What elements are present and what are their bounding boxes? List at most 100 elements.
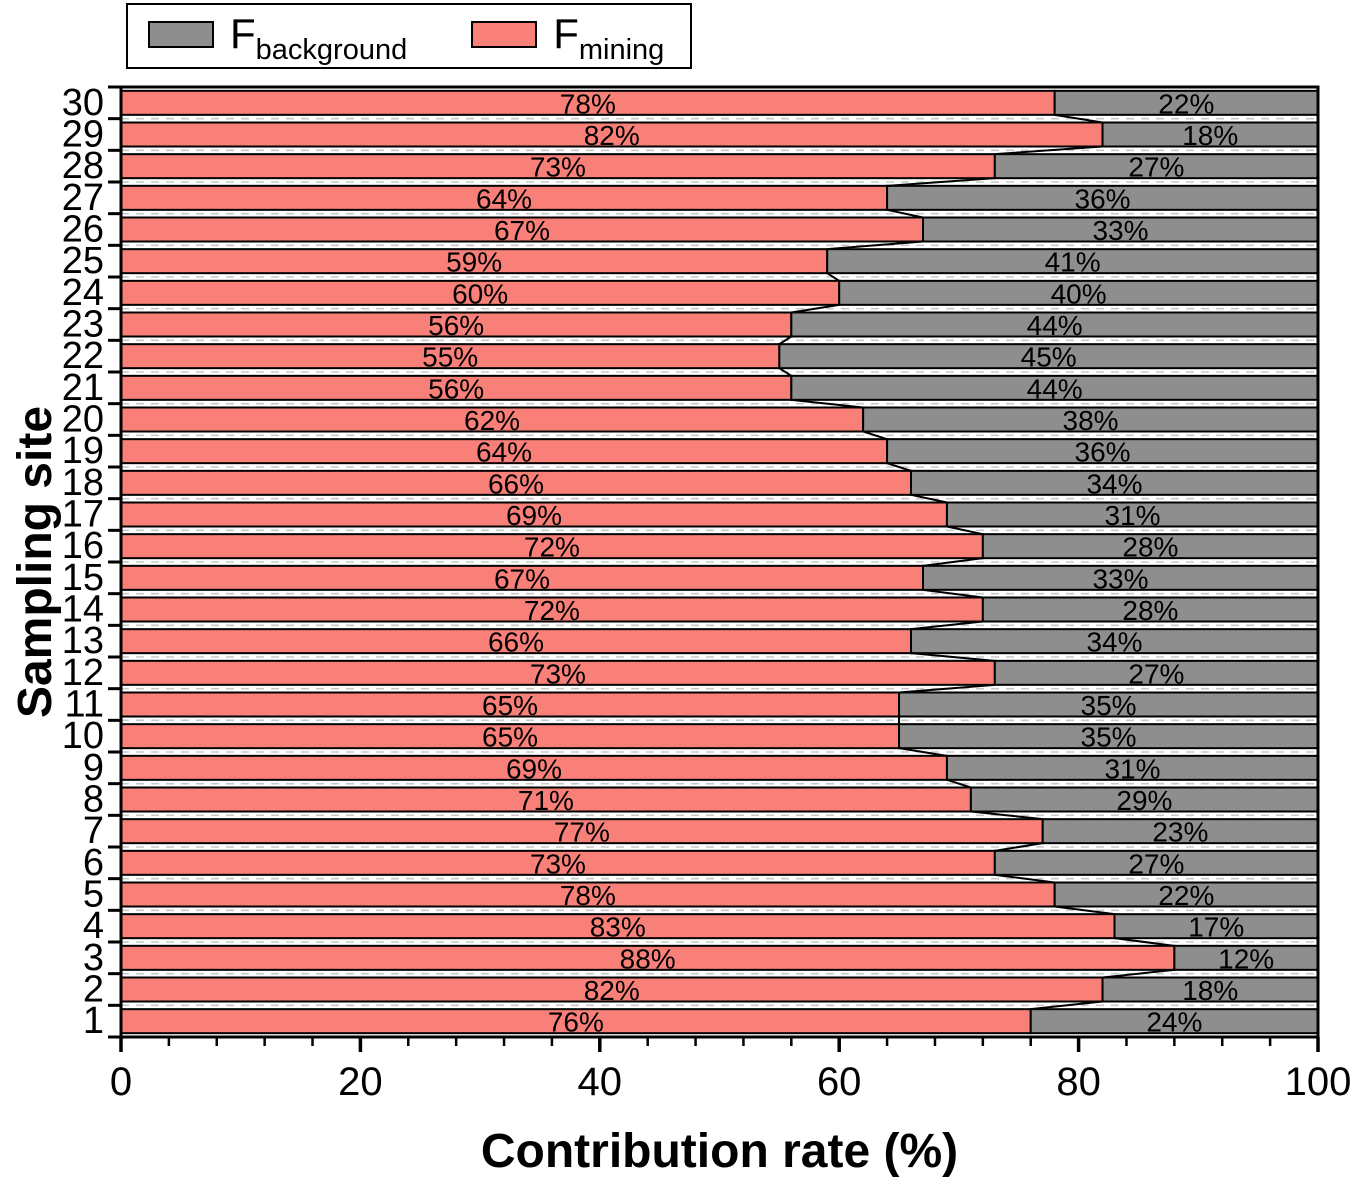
- value-label-background-site-5: 22%: [1158, 880, 1214, 911]
- bar-background-site-24: [838, 279, 1319, 306]
- value-label-background-site-25: 41%: [1045, 247, 1101, 278]
- connector-line: [910, 620, 983, 631]
- y-tick-label-site-30: 30: [62, 82, 104, 124]
- bar-mining-site-7: [120, 818, 1044, 845]
- connector-line: [886, 462, 912, 472]
- connector-line: [1054, 905, 1115, 916]
- value-label-mining-site-29: 82%: [584, 120, 640, 151]
- bar-background-site-26: [921, 216, 1319, 243]
- y-tick-label-site-20: 20: [62, 399, 104, 441]
- value-label-background-site-18: 34%: [1086, 468, 1142, 499]
- value-label-background-site-6: 27%: [1128, 848, 1184, 879]
- y-axis-title: Sampling site: [9, 405, 62, 719]
- bar-background-site-27: [886, 184, 1320, 211]
- value-label-background-site-9: 31%: [1104, 753, 1160, 784]
- value-label-mining-site-5: 78%: [560, 880, 616, 911]
- y-tick-label-site-9: 9: [83, 747, 104, 789]
- y-tick-label-site-18: 18: [62, 462, 104, 504]
- bar-background-site-22: [778, 343, 1319, 370]
- y-tick-label-site-13: 13: [62, 620, 104, 662]
- value-label-mining-site-4: 83%: [590, 912, 646, 943]
- x-tick-label: 20: [338, 1060, 383, 1104]
- x-tick-label: 60: [817, 1060, 862, 1104]
- bar-background-site-25: [826, 248, 1319, 275]
- value-label-mining-site-18: 66%: [488, 468, 544, 499]
- bar-background-site-11: [898, 691, 1319, 718]
- legend-item-background: Fbackground: [148, 10, 408, 66]
- value-label-background-site-13: 34%: [1086, 627, 1142, 658]
- connector-line: [922, 588, 983, 599]
- y-tick-label-site-27: 27: [62, 177, 104, 219]
- value-label-mining-site-27: 64%: [476, 183, 532, 214]
- connector-line: [778, 367, 792, 377]
- y-tick-label-site-3: 3: [83, 937, 104, 979]
- bar-mining-site-21: [120, 374, 793, 401]
- legend-swatch-background: [148, 20, 214, 48]
- connector-line: [778, 335, 792, 346]
- bar-mining-site-13: [120, 628, 913, 655]
- y-tick-label-site-4: 4: [83, 905, 104, 947]
- value-label-mining-site-28: 73%: [530, 152, 586, 183]
- legend-swatch-mining: [471, 20, 538, 48]
- legend-label-mining: Fmining: [553, 10, 665, 66]
- value-label-mining-site-12: 73%: [530, 658, 586, 689]
- connector-line: [1114, 937, 1175, 947]
- y-tick-label-site-2: 2: [83, 969, 104, 1011]
- value-label-mining-site-30: 78%: [560, 88, 616, 119]
- value-label-mining-site-15: 67%: [494, 563, 550, 594]
- x-tick-label: 100: [1285, 1060, 1351, 1104]
- bar-background-site-21: [790, 374, 1319, 401]
- value-label-background-site-7: 23%: [1152, 817, 1208, 848]
- y-tick-label-site-1: 1: [83, 1000, 104, 1042]
- bar-background-site-30: [1053, 89, 1320, 116]
- value-label-background-site-22: 45%: [1021, 342, 1077, 373]
- bar-background-site-2: [1101, 976, 1320, 1003]
- bar-mining-site-25: [120, 248, 829, 275]
- value-label-background-site-26: 33%: [1092, 215, 1148, 246]
- value-label-background-site-8: 29%: [1116, 785, 1172, 816]
- bar-mining-site-6: [120, 849, 996, 876]
- value-label-mining-site-24: 60%: [452, 278, 508, 309]
- value-label-mining-site-11: 65%: [482, 690, 538, 721]
- connector-line: [970, 810, 1043, 821]
- value-label-mining-site-16: 72%: [524, 532, 580, 563]
- bar-background-site-18: [910, 469, 1320, 496]
- y-tick-label-site-10: 10: [62, 715, 104, 757]
- value-label-background-site-16: 28%: [1122, 532, 1178, 563]
- connector-line: [946, 525, 984, 536]
- connector-line: [862, 430, 888, 441]
- connector-line: [1054, 113, 1103, 124]
- y-tick-label-site-21: 21: [62, 367, 104, 409]
- value-label-background-site-10: 35%: [1081, 722, 1137, 753]
- value-label-mining-site-25: 59%: [446, 247, 502, 278]
- connector-line: [910, 493, 948, 504]
- y-tick-label-site-28: 28: [62, 145, 104, 187]
- bar-background-site-13: [910, 628, 1320, 655]
- y-tick-label-site-16: 16: [62, 525, 104, 567]
- y-tick-label-site-12: 12: [62, 652, 104, 694]
- value-label-background-site-29: 18%: [1182, 120, 1238, 151]
- bar-background-site-14: [981, 596, 1320, 623]
- bar-mining-site-9: [120, 754, 948, 781]
- connector-line: [887, 177, 995, 187]
- bar-mining-site-3: [120, 944, 1176, 971]
- y-tick-label-site-22: 22: [62, 335, 104, 377]
- value-label-mining-site-22: 55%: [422, 342, 478, 373]
- connector-line: [994, 842, 1043, 852]
- y-tick-label-site-25: 25: [62, 240, 104, 282]
- bar-background-site-3: [1173, 944, 1319, 971]
- bar-mining-site-24: [120, 279, 841, 306]
- value-label-background-site-19: 36%: [1075, 437, 1131, 468]
- y-tick-label-site-11: 11: [65, 684, 104, 726]
- y-tick-label-site-26: 26: [62, 209, 104, 251]
- value-label-mining-site-13: 66%: [488, 627, 544, 658]
- bar-background-site-17: [945, 501, 1319, 528]
- value-label-background-site-12: 27%: [1128, 658, 1184, 689]
- y-tick-label-site-14: 14: [62, 589, 104, 631]
- value-label-background-site-20: 38%: [1063, 405, 1119, 436]
- connector-line: [994, 873, 1055, 884]
- value-label-background-site-17: 31%: [1104, 500, 1160, 531]
- value-label-background-site-15: 33%: [1092, 563, 1148, 594]
- y-tick-label-site-19: 19: [62, 430, 104, 472]
- legend-label-background: Fbackground: [230, 10, 408, 66]
